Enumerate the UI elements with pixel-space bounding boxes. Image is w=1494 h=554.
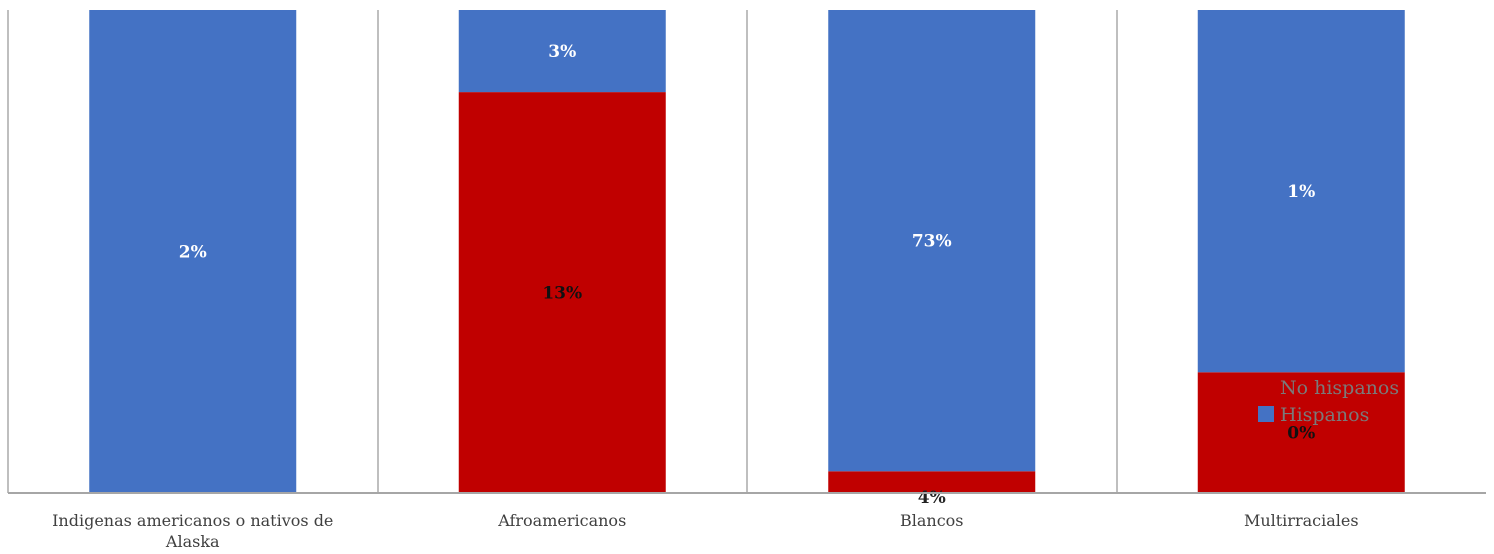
bar-label-no-hispanos-2: 4% xyxy=(918,488,946,508)
bar-label-hispanos-0: 2% xyxy=(179,243,207,263)
legend-label-0: No hispanos xyxy=(1280,377,1399,399)
bar-hispanos-2 xyxy=(828,10,1036,472)
bar-no-hispanos-2 xyxy=(828,471,1036,493)
category-separators xyxy=(7,10,1118,493)
category-label-3: Multirraciales xyxy=(1244,511,1359,530)
legend-label-1: Hispanos xyxy=(1280,404,1369,426)
bar-hispanos-3 xyxy=(1197,10,1405,373)
legend: No hispanos Hispanos xyxy=(1258,377,1399,426)
bar-hispanos-1 xyxy=(458,10,666,93)
bar-label-hispanos-1: 3% xyxy=(548,42,576,62)
category-label-0: Indigenas americanos o nativos de Alaska xyxy=(52,511,333,551)
bar-label-no-hispanos-1: 13% xyxy=(542,284,582,304)
bar-no-hispanos-1 xyxy=(458,92,666,494)
bar-label-hispanos-2: 73% xyxy=(912,232,952,252)
bar-hispanos-0 xyxy=(89,10,297,493)
legend-swatch-0 xyxy=(1258,379,1274,395)
category-labels: Indigenas americanos o nativos de Alaska A… xyxy=(52,511,1358,551)
legend-swatch-1 xyxy=(1258,406,1274,422)
bars xyxy=(89,10,1405,494)
bar-no-hispanos-3 xyxy=(1197,372,1405,493)
category-label-2: Blancos xyxy=(900,511,964,530)
bar-label-hispanos-3: 1% xyxy=(1287,182,1315,202)
category-label-1: Afroamericanos xyxy=(497,511,626,530)
bar-label-no-hispanos-3: 0% xyxy=(1287,424,1315,444)
